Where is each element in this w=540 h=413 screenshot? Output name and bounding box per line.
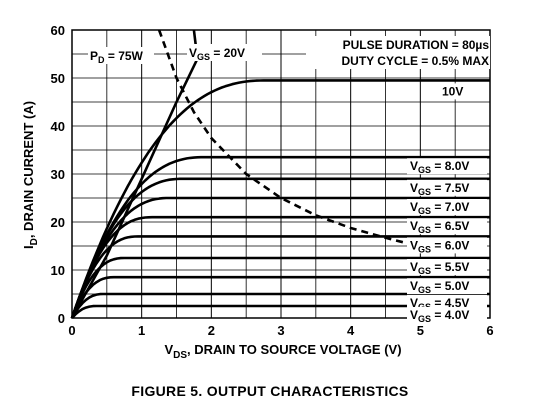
x-axis-label: VDS, DRAIN TO SOURCE VOLTAGE (V) xyxy=(164,342,401,361)
curve-label-5.5V: VGS = 5.5V xyxy=(410,260,469,276)
x-tick-label: 5 xyxy=(417,323,424,338)
x-tick-label: 6 xyxy=(486,323,493,338)
curve-vgs-7.5V xyxy=(70,177,490,319)
y-tick-label: 40 xyxy=(51,119,65,134)
curve-label-6.5V: VGS = 6.5V xyxy=(410,219,469,235)
curves xyxy=(70,29,490,319)
duty-cycle-note: DUTY CYCLE = 0.5% MAX xyxy=(342,54,489,68)
figure-caption: FIGURE 5. OUTPUT CHARACTERISTICS xyxy=(131,383,409,399)
curve-label-10V: 10V xyxy=(442,84,463,98)
curve-labels: 10V VGS = 8.0V VGS = 7.5V VGS = 7.0V VGS = 6… xyxy=(407,83,487,324)
curve-label-6.0V: VGS = 6.0V xyxy=(410,238,469,254)
curve-label-7.5V: VGS = 7.5V xyxy=(410,181,469,197)
curve-vgs-8.0V xyxy=(70,155,490,319)
vgs20-label: VGS = 20V xyxy=(189,46,245,62)
y-tick-label: 10 xyxy=(51,263,65,278)
y-tick-label: 0 xyxy=(58,311,65,326)
x-tick-label: 0 xyxy=(68,323,75,338)
y-axis-label: ID, DRAIN CURRENT (A) xyxy=(21,101,40,249)
curve-label-5.0V: VGS = 5.0V xyxy=(410,279,469,295)
x-tick-label: 4 xyxy=(347,323,355,338)
y-tick-label: 60 xyxy=(51,23,65,38)
y-tick-label: 30 xyxy=(51,167,65,182)
pulse-duration-note: PULSE DURATION = 80µs xyxy=(343,38,490,52)
curve-label-8.0V: VGS = 8.0V xyxy=(410,159,469,175)
curve-vgs-5.5V xyxy=(70,256,490,319)
y-tick-label: 50 xyxy=(51,71,65,86)
y-tick-label: 20 xyxy=(51,215,65,230)
curve-label-7.0V: VGS = 7.0V xyxy=(410,200,469,216)
curve-vgs-6.0V xyxy=(70,235,490,319)
pd-label: PD = 75W xyxy=(90,49,144,65)
plot-frame xyxy=(71,29,491,319)
curve-vgs-5.0V xyxy=(70,275,490,319)
x-tick-label: 1 xyxy=(138,323,145,338)
x-tick-label: 2 xyxy=(208,323,215,338)
curve-label-4.0V: VGS = 4.0V xyxy=(410,308,469,324)
curve-vgs-6.5V xyxy=(70,215,490,319)
curve-vgs-10V xyxy=(70,79,490,319)
x-tick-label: 3 xyxy=(277,323,284,338)
curve-vgs-7.0V xyxy=(70,196,490,319)
